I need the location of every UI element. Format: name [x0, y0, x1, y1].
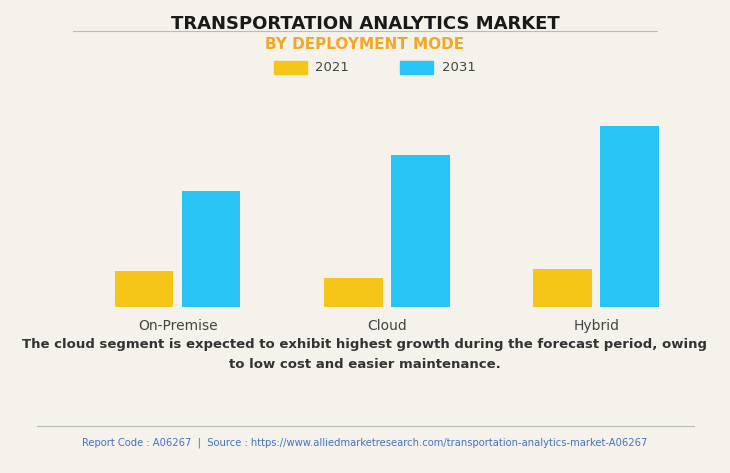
Bar: [182, 192, 240, 307]
Text: BY DEPLOYMENT MODE: BY DEPLOYMENT MODE: [266, 37, 464, 52]
Bar: [391, 155, 450, 307]
Text: The cloud segment is expected to exhibit highest growth during the forecast peri: The cloud segment is expected to exhibit…: [23, 338, 707, 371]
Text: Report Code : A06267  |  Source : https://www.alliedmarketresearch.com/transport: Report Code : A06267 | Source : https://…: [82, 438, 648, 448]
Text: 2021: 2021: [315, 61, 349, 74]
Bar: [324, 278, 383, 307]
Bar: [600, 126, 659, 307]
Text: TRANSPORTATION ANALYTICS MARKET: TRANSPORTATION ANALYTICS MARKET: [171, 15, 559, 33]
Bar: [115, 271, 174, 307]
Text: 2031: 2031: [442, 61, 475, 74]
Bar: [534, 270, 592, 307]
